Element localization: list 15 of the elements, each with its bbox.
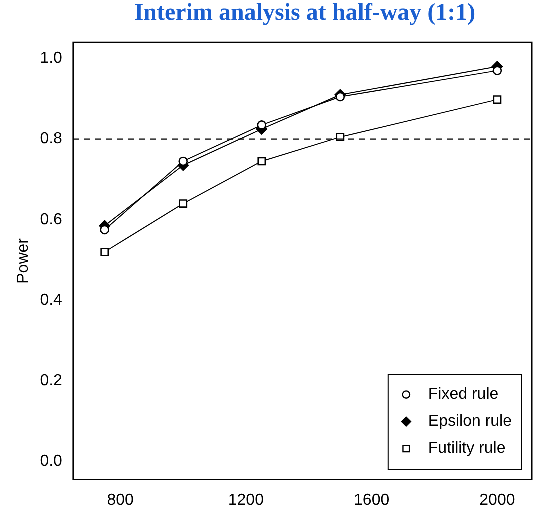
y-axis-title: Power — [15, 238, 32, 284]
y-tick-label: 0.0 — [40, 453, 63, 470]
y-tick-label: 0.8 — [40, 130, 63, 148]
legend-label: Futility rule — [428, 440, 506, 458]
x-tick-label: 1600 — [354, 492, 390, 509]
y-tick-label: 1.0 — [40, 50, 63, 68]
y-tick-label: 0.2 — [40, 372, 63, 390]
x-tick-label: 800 — [107, 492, 134, 509]
legend-label: Epsilon rule — [428, 413, 512, 430]
x-tick-label: 2000 — [480, 492, 516, 509]
y-tick-label: 0.4 — [40, 292, 63, 309]
y-tick-label: 0.6 — [40, 211, 63, 228]
chart-title: Interim analysis at half-way (1:1) — [133, 0, 477, 27]
x-tick-label: 1200 — [228, 492, 264, 509]
legend-label: Fixed rule — [428, 386, 499, 404]
